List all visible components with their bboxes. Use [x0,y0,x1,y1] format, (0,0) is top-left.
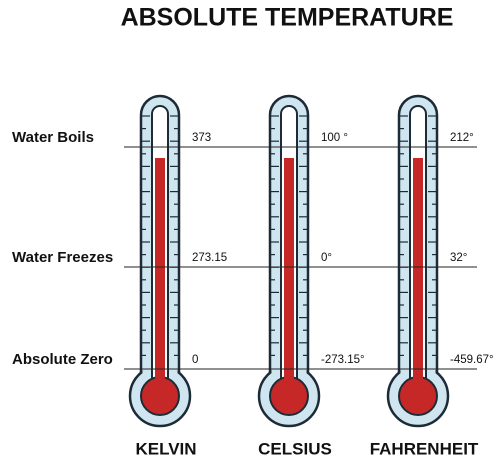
value-label: 0 [192,354,198,366]
reference-lines [124,146,477,370]
thermometer-name: FAHRENHEIT [370,439,479,458]
thermometer-name: KELVIN [135,439,196,458]
mercury [413,158,423,396]
row-label: Water Boils [12,129,94,146]
row-label: Absolute Zero [12,351,113,368]
value-label: 32° [450,252,467,264]
title: ABSOLUTE TEMPERATURE [121,4,454,32]
value-label: -459.67° [450,354,494,366]
value-label: -273.15° [321,354,365,366]
row-label: Water Freezes [12,249,113,266]
mercury [284,158,294,396]
value-label: 212° [450,132,474,144]
thermometer-name: CELSIUS [258,439,332,458]
mercury [155,158,165,396]
thermometers [128,94,450,428]
value-label: 100 ° [321,132,348,144]
labels: KELVIN 373 273.15 0 CELSIUS 100 ° 0° -273.15° FA… [12,129,494,459]
value-label: 0° [321,252,332,264]
value-label: 273.15 [192,252,227,264]
value-label: 373 [192,132,211,144]
